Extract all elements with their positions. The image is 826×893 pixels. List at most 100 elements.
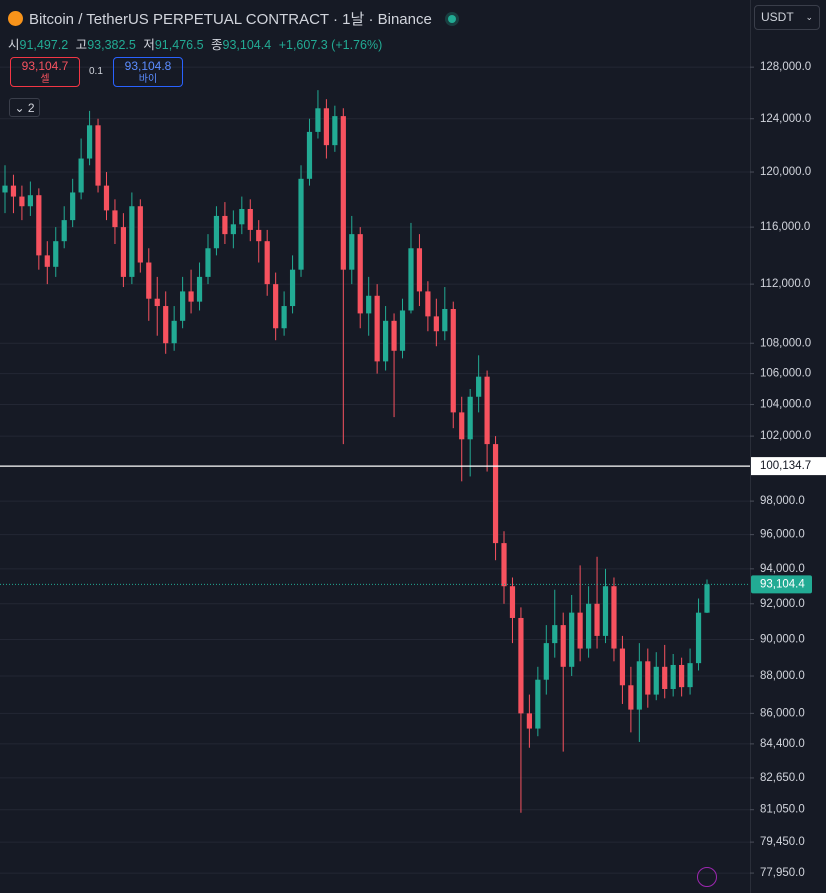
candle-body [670,664,676,689]
candle-body [103,185,110,211]
sell-button[interactable]: 93,104.7 셀 [10,57,80,87]
y-tick-label: 88,000.0 [760,670,805,682]
candle-body [585,603,592,649]
candle-body [137,206,143,263]
y-tick-label: 104,000.0 [760,399,811,411]
bolt-icon[interactable] [697,867,717,887]
candle-body [129,206,135,277]
y-tick-label: 124,000.0 [760,113,811,125]
candle-body [569,612,575,667]
y-tick-label: 92,000.0 [760,598,805,610]
candle-body [180,291,186,321]
buy-label: 바이 [138,74,158,85]
change: +1,607.3 (+1.76%) [278,38,383,52]
candle-body [357,234,363,314]
candle-body [349,234,355,270]
candle-body [619,648,626,686]
candle-body [323,108,329,146]
candle-body [433,316,439,332]
candle-body [391,320,397,351]
candle-body [467,396,473,440]
y-tick-label: 90,000.0 [760,634,805,646]
price-line-label: 100,134.7 [760,460,811,472]
candle-body [196,276,203,302]
candle-body [273,284,279,329]
candle-body [146,262,152,299]
candle-body [518,617,524,714]
price-line-tag [751,457,826,476]
y-tick-label: 77,950.0 [760,867,805,879]
candle-body [501,543,507,587]
candle-body [636,661,642,710]
y-tick-label: 82,650.0 [760,772,805,784]
y-tick-label: 106,000.0 [760,368,811,380]
candle-body [687,663,693,688]
candle-body [95,125,101,186]
currency-select[interactable]: USDT ⌄ [754,5,820,30]
indicator-toggle[interactable]: ⌄ 2 [9,98,40,117]
candle-body [374,295,380,362]
candle-body [552,625,558,644]
candle-body [222,215,228,235]
candle-body [408,248,414,311]
y-tick-label: 96,000.0 [760,529,805,541]
candle-body [611,586,617,649]
candle-body [306,131,313,179]
candle-body [120,227,127,277]
candle-body [442,308,448,332]
candle-body [230,224,236,235]
y-tick-label: 108,000.0 [760,337,811,349]
candle-body [281,306,287,329]
candle-body [704,584,710,613]
candle-body [289,269,296,307]
candle-body [679,664,685,688]
y-tick-label: 94,000.0 [760,563,805,575]
candle-body [264,241,270,285]
axis-border [750,0,751,893]
candle-body [695,612,702,664]
y-tick-label: 86,000.0 [760,707,805,719]
ohlc-value: 93,382.5 [87,38,136,52]
y-tick-label: 98,000.0 [760,495,805,507]
candle-body [425,291,431,317]
indicator-count: 2 [27,101,35,115]
buy-price: 93,104.8 [124,59,172,73]
candle-body [476,376,482,397]
candle-body [459,412,465,440]
candle-body [205,248,211,277]
candle-body [383,320,389,362]
y-tick-label: 102,000.0 [760,430,811,442]
candle-body [298,178,304,270]
last-price-label: 93,104.4 [760,578,805,590]
candle-body [239,209,245,225]
candle-body [332,116,338,146]
candle-body [535,679,541,729]
sell-label: 셀 [40,74,50,85]
candle-body [450,308,456,413]
candle-body [416,248,423,292]
candle-body [560,625,566,667]
y-tick-label: 84,400.0 [760,738,805,750]
candle-body [2,185,8,193]
y-tick-label: 116,000.0 [760,221,810,233]
candle-body [70,192,76,221]
sell-price: 93,104.7 [21,59,69,73]
candle-body [645,661,651,695]
candle-body [509,586,516,618]
buy-button[interactable]: 93,104.8 바이 [113,57,183,87]
candle-body [577,612,583,649]
candle-body [61,220,67,242]
candle-body [256,229,262,242]
candle-body [213,215,220,249]
candle-body [27,195,33,207]
candle-body [594,603,600,636]
ohlc-value: 91,497.2 [19,38,69,52]
candle-body [112,210,118,228]
candle-body [602,586,609,636]
candle-body [315,108,321,132]
candle-body [78,158,84,193]
y-tick-label: 128,000.0 [760,61,811,73]
ohlc-value: 93,104.4 [222,38,272,52]
